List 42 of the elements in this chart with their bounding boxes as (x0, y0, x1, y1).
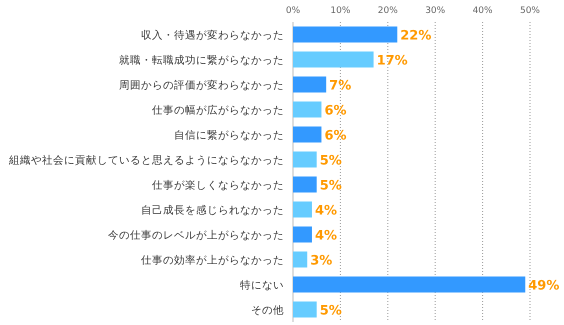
y-tick-label: 自信に繋がらなかった (174, 130, 284, 142)
y-tick-label: その他 (251, 304, 284, 316)
bar (293, 226, 312, 242)
bar (293, 302, 317, 318)
data-label: 4% (314, 228, 338, 244)
data-label: 17% (376, 54, 408, 68)
data-label: 5% (320, 154, 342, 168)
y-tick-label: 周囲からの評価が変わらなかった (119, 78, 284, 92)
bar (293, 52, 374, 68)
x-tick-label: 50% (520, 6, 540, 16)
data-label: 4% (314, 204, 338, 218)
bar (293, 202, 312, 218)
x-tick-label: 10% (330, 6, 351, 16)
y-tick-label: 就職・転職成功に繋がらなかった (119, 54, 284, 66)
data-label: 6% (324, 104, 347, 118)
data-label: 5% (320, 178, 342, 194)
data-label: 3% (310, 254, 332, 268)
bar (293, 176, 317, 192)
y-tick-label: 自己成長を感じられなかった (141, 204, 284, 216)
y-tick-label: 仕事の効率が上がらなかった (141, 254, 284, 266)
y-tick-label: 仕事の幅が広がらなかった (152, 104, 284, 116)
bar (293, 152, 317, 168)
data-label: 22% (400, 28, 432, 44)
bar (293, 252, 308, 268)
data-label: 6% (324, 128, 347, 144)
bar (293, 26, 398, 42)
y-tick-label: 組織や社会に貢献していると思えるようにならなかった (8, 154, 284, 166)
y-tick-label: 収入・待遇が変わらなかった (141, 28, 284, 42)
bar (293, 76, 326, 92)
y-tick-label: 仕事が楽しくならなかった (152, 178, 284, 192)
x-tick-label: 30% (425, 6, 446, 16)
bar (293, 126, 322, 142)
data-label: 5% (320, 304, 342, 318)
x-tick-label: 20% (378, 6, 398, 16)
data-label: 49% (528, 278, 560, 294)
bar (293, 276, 526, 292)
bar (293, 102, 322, 118)
x-tick-label: 0% (286, 6, 301, 16)
x-tick-label: 40% (472, 6, 494, 16)
y-tick-label: 特にない (240, 280, 284, 292)
y-tick-label: 今の仕事のレベルが上がらなかった (108, 228, 284, 242)
data-label: 7% (329, 78, 352, 94)
